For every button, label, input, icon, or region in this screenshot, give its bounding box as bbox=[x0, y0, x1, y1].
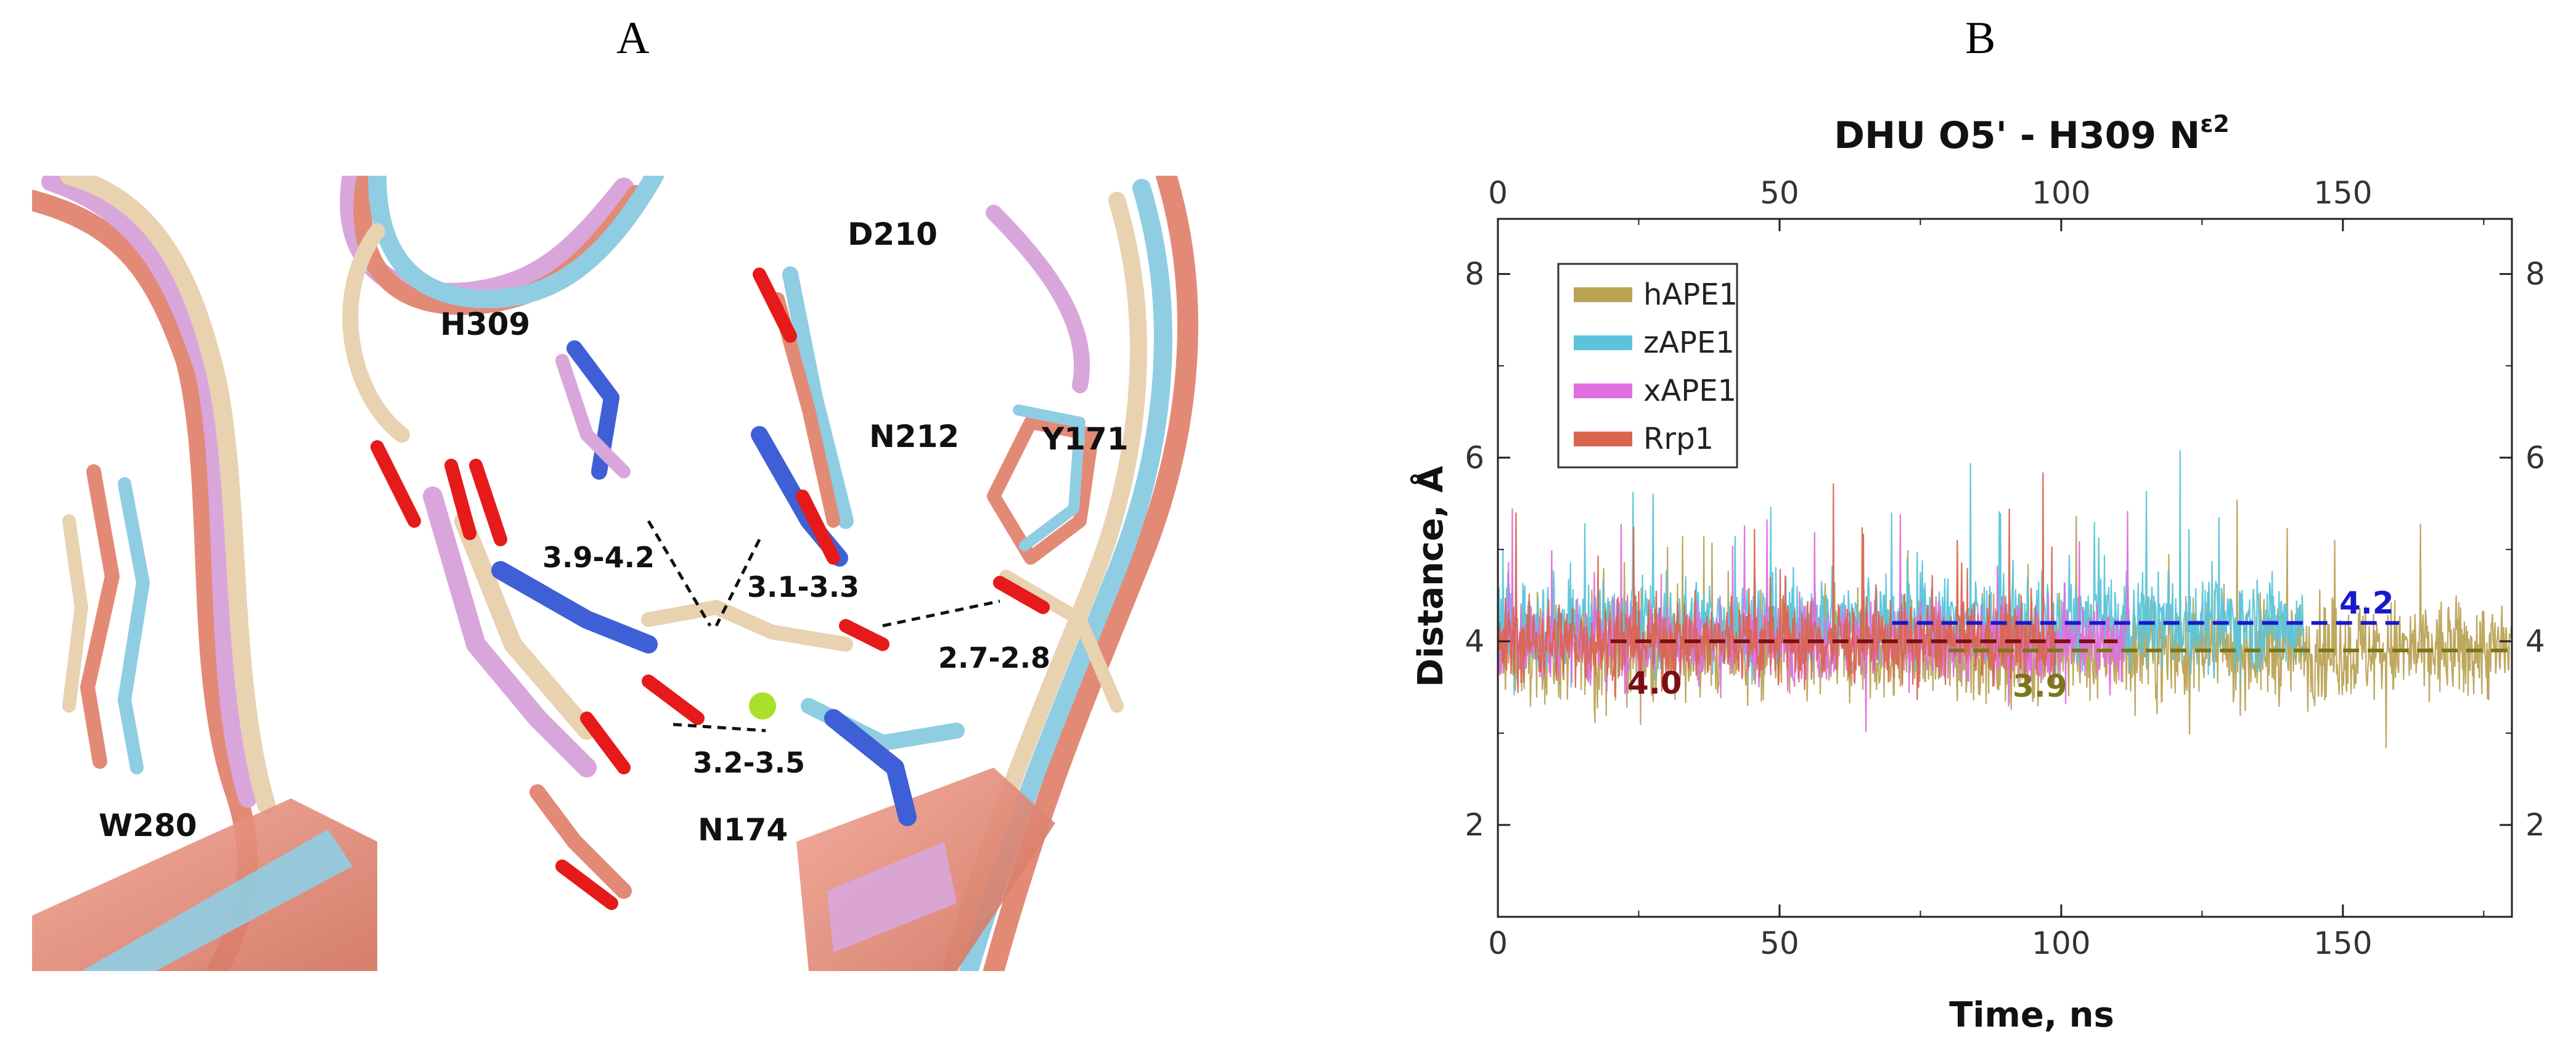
y-axis-label: Distance, Å bbox=[1410, 465, 1451, 687]
hydrogen-bonds bbox=[647, 520, 1000, 732]
trace-group bbox=[1497, 450, 2513, 748]
oxygen-atoms bbox=[370, 268, 1050, 910]
y-tick-label-right: 6 bbox=[2525, 440, 2545, 475]
y-tick-label-right: 8 bbox=[2525, 256, 2545, 292]
avg-label-hape1: 3.9 bbox=[2013, 668, 2067, 704]
ticks: 0 0 50 50 100 100 150 150 2 2 4 4 6 6 8 8 bbox=[1465, 175, 2545, 961]
residue-label-h309: H309 bbox=[440, 306, 531, 342]
legend-swatch-rrp1 bbox=[1574, 432, 1632, 446]
trace-xape1 bbox=[1497, 508, 2130, 732]
y-tick-label-right: 4 bbox=[2525, 623, 2545, 659]
residue-label-n174: N174 bbox=[698, 812, 788, 848]
panel-label-b: B bbox=[1965, 13, 1996, 64]
legend-swatch-zape1 bbox=[1574, 335, 1632, 350]
x-tick-label-top: 100 bbox=[2032, 175, 2090, 211]
legend-label-zape1: zAPE1 bbox=[1643, 326, 1735, 360]
x-tick-label-bottom: 100 bbox=[2032, 925, 2090, 961]
mg-ion bbox=[749, 692, 776, 720]
avg-label-zape1: 4.2 bbox=[2339, 585, 2394, 621]
x-tick-label-bottom: 50 bbox=[1760, 925, 1799, 961]
y-tick-label-left: 6 bbox=[1465, 440, 1484, 475]
distance-label-2: 3.1-3.3 bbox=[747, 570, 860, 604]
structure-drawing bbox=[22, 165, 1198, 982]
residue-label-y171: Y171 bbox=[1042, 421, 1129, 457]
residue-label-d210: D210 bbox=[848, 216, 938, 252]
trace-rrp1 bbox=[1497, 472, 2056, 700]
y-tick-label-right: 2 bbox=[2525, 807, 2545, 843]
y-tick-label-left: 4 bbox=[1465, 623, 1484, 659]
legend-swatch-xape1 bbox=[1574, 383, 1632, 398]
y-tick-label-left: 2 bbox=[1465, 807, 1484, 843]
legend-label-xape1: xAPE1 bbox=[1643, 374, 1736, 408]
x-tick-label-top: 150 bbox=[2313, 175, 2372, 211]
side-chains bbox=[62, 266, 1124, 899]
x-axis-label: Time, ns bbox=[1949, 995, 2114, 1035]
legend: hAPE1 zAPE1 xAPE1 Rrp1 bbox=[1557, 263, 1738, 469]
plot-frame bbox=[1497, 218, 2513, 918]
x-tick-label-top: 50 bbox=[1760, 175, 1799, 211]
chart-title: DHU O5' - H309 Nε2 bbox=[1834, 110, 2230, 157]
residue-label-w280: W280 bbox=[99, 808, 197, 843]
distance-label-4: 3.2-3.5 bbox=[693, 746, 806, 779]
y-tick-label-left: 8 bbox=[1465, 256, 1484, 292]
distance-label-3: 2.7-2.8 bbox=[938, 641, 1051, 675]
molecular-structure-image: D210 H309 N212 Y171 W280 N174 3.9-4.2 3.… bbox=[22, 165, 1240, 982]
average-lines: 3.9 4.2 4.0 bbox=[1610, 585, 2512, 704]
legend-swatch-hape1 bbox=[1574, 287, 1632, 302]
legend-label-hape1: hAPE1 bbox=[1643, 277, 1738, 312]
axes bbox=[1497, 218, 2513, 918]
x-tick-label-bottom: 150 bbox=[2313, 925, 2372, 961]
legend-label-rrp1: Rrp1 bbox=[1643, 422, 1714, 456]
x-tick-label-top: 0 bbox=[1488, 175, 1508, 211]
distance-label-1: 3.9-4.2 bbox=[542, 541, 655, 574]
x-tick-label-bottom: 0 bbox=[1488, 925, 1508, 961]
panel-label-a: A bbox=[616, 13, 650, 64]
avg-label-rrp1: 4.0 bbox=[1627, 665, 1682, 701]
residue-label-n212: N212 bbox=[869, 419, 960, 454]
beta-sheets bbox=[32, 768, 1055, 971]
